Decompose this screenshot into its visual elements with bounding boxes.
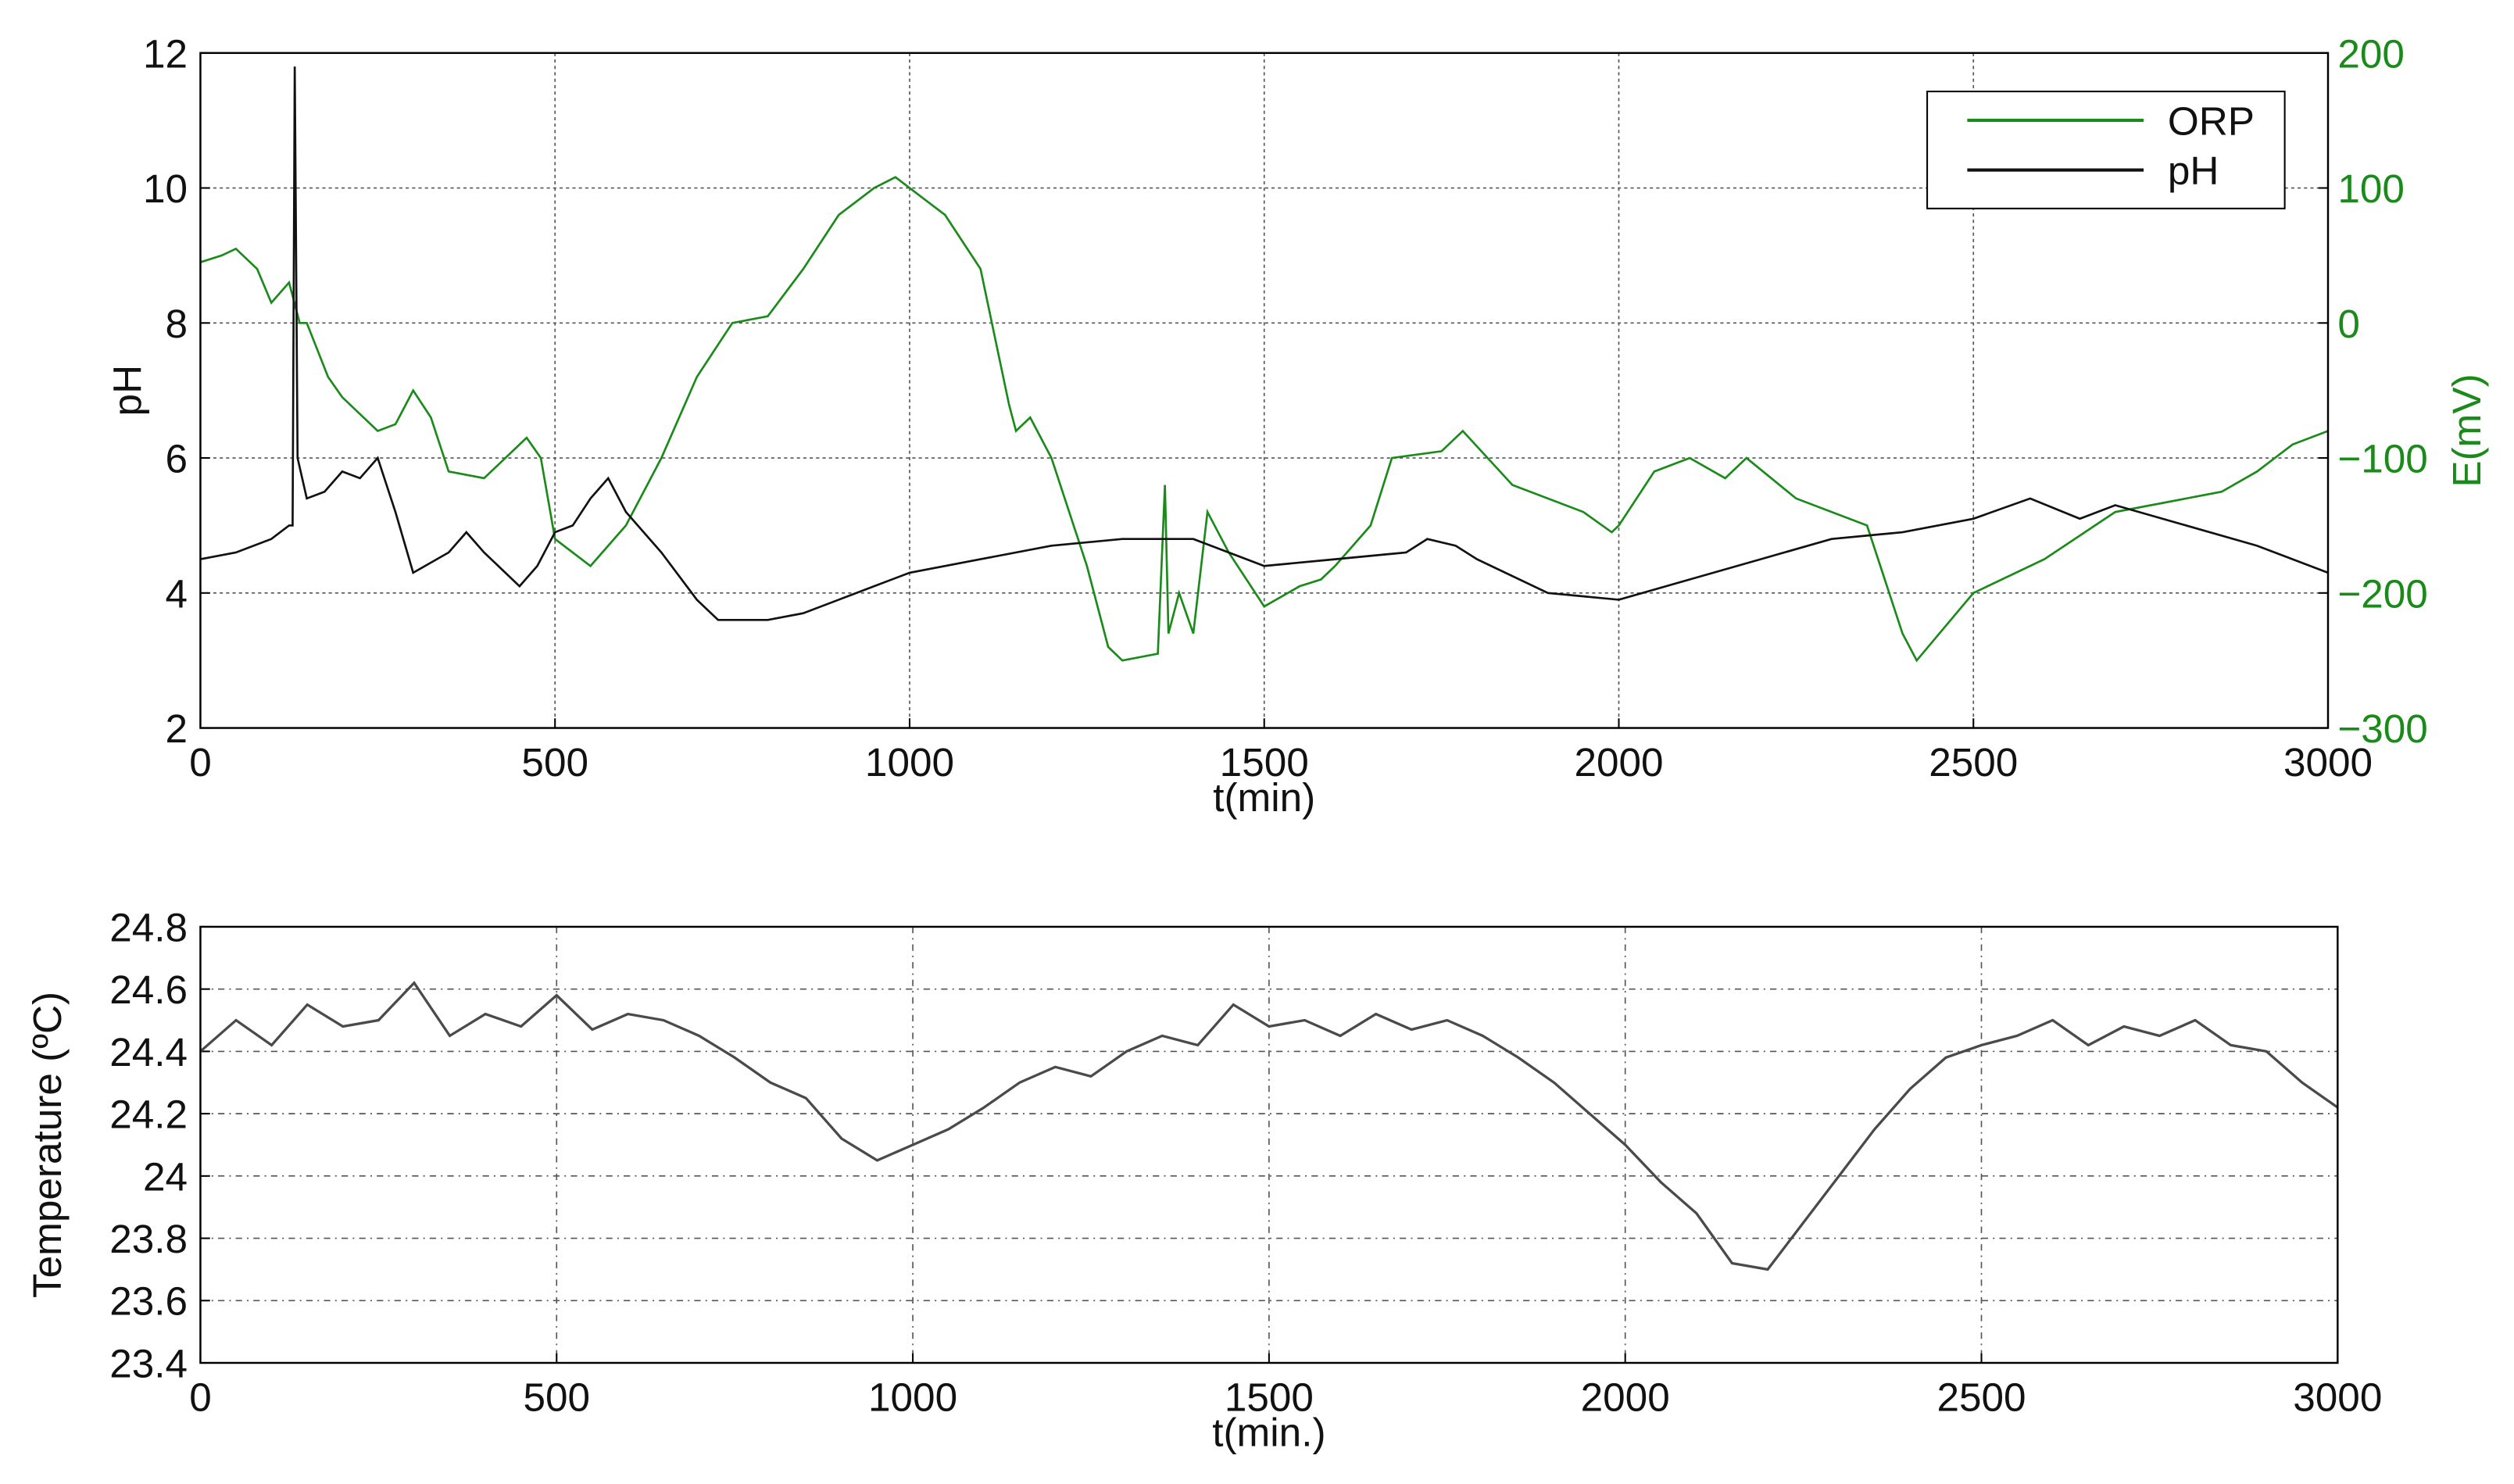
y2-tick-label: −200 [2337, 571, 2428, 616]
y-axis-label: Temperature (ºC) [25, 992, 70, 1298]
data-line [200, 66, 2329, 621]
y2-tick-label: 200 [2337, 31, 2405, 76]
x-tick-label: 0 [189, 740, 212, 785]
x-axis-label: t(min) [1213, 775, 1315, 820]
x-axis-label: t(min.) [1212, 1411, 1325, 1455]
y2-tick-label: −100 [2337, 437, 2428, 481]
y-tick-label: 2 [166, 706, 188, 751]
x-tick-label: 0 [189, 1375, 212, 1420]
x-tick-label: 2000 [1574, 740, 1663, 785]
y-tick-label: 4 [166, 571, 188, 616]
y2-tick-label: 0 [2337, 302, 2360, 346]
y-tick-label: 23.8 [109, 1217, 188, 1261]
x-tick-label: 2500 [1929, 740, 2018, 785]
data-line [200, 176, 2329, 663]
y-tick-label: 8 [166, 302, 188, 346]
x-tick-label: 1500 [1220, 740, 1309, 785]
legend-label: pH [2168, 148, 2219, 193]
x-tick-label: 1500 [1225, 1375, 1314, 1420]
data-line [200, 981, 2338, 1271]
x-tick-label: 3000 [2293, 1375, 2382, 1420]
y-axis-label: pH [105, 365, 150, 417]
x-tick-label: 2000 [1581, 1375, 1670, 1420]
legend-box [1926, 91, 2286, 209]
y-tick-label: 24.2 [109, 1092, 188, 1137]
y-tick-label: 6 [166, 437, 188, 481]
y-tick-label: 24.6 [109, 967, 188, 1012]
plot-frame [199, 925, 2339, 1364]
y-tick-label: 24 [143, 1154, 188, 1199]
y2-tick-label: −300 [2337, 706, 2428, 751]
x-tick-label: 1000 [865, 740, 954, 785]
y-tick-label: 24.8 [109, 905, 188, 949]
x-tick-label: 2500 [1936, 1375, 2026, 1420]
y-tick-label: 12 [143, 31, 188, 76]
y-tick-label: 24.4 [109, 1030, 188, 1075]
plot-frame [199, 52, 2330, 729]
x-tick-label: 1000 [868, 1375, 957, 1420]
x-tick-label: 3000 [2283, 740, 2373, 785]
x-tick-label: 500 [521, 740, 588, 785]
y-tick-label: 23.4 [109, 1341, 188, 1386]
legend-label: ORP [2168, 98, 2255, 143]
x-tick-label: 500 [523, 1375, 590, 1420]
y2-tick-label: 100 [2337, 166, 2405, 211]
y-tick-label: 23.6 [109, 1279, 188, 1324]
y2-axis-label: E(mV) [2444, 374, 2489, 487]
y-tick-label: 10 [143, 166, 188, 211]
